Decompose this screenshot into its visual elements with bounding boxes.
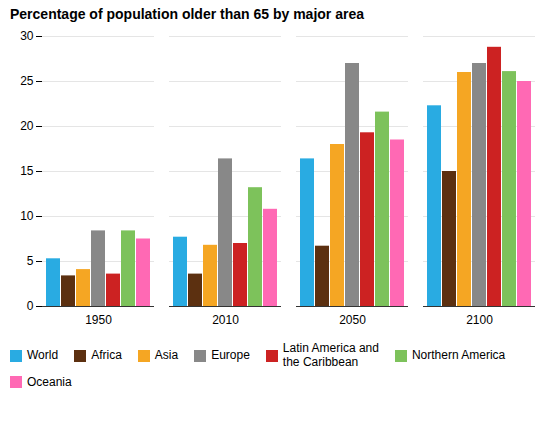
html-text:Percentage of population older: Percentage of population older than 65 b… <box>10 6 364 22</box>
html-text:Latin America and the Caribbea: Latin America and the Caribbean <box>282 341 379 369</box>
svg-text:20: 20 <box>20 119 34 133</box>
svg-text:15: 15 <box>20 164 34 178</box>
svg-text:2010: 2010 <box>212 313 239 327</box>
html-text:Oceania: Oceania <box>27 374 72 389</box>
svg-text:2100: 2100 <box>466 313 493 327</box>
html-text:Asia: Asia <box>154 347 179 362</box>
svg-text:25: 25 <box>20 74 34 88</box>
svg-text:10: 10 <box>20 209 34 223</box>
svg-text:30: 30 <box>20 29 34 43</box>
html-text:World: World <box>27 347 59 362</box>
html-text:Europe: Europe <box>211 347 250 362</box>
svg-text:1950: 1950 <box>85 313 112 327</box>
html-text:Northern America: Northern America <box>411 347 506 362</box>
svg-text:2050: 2050 <box>339 313 366 327</box>
svg-text:0: 0 <box>27 299 34 313</box>
html-text:Africa: Africa <box>91 347 122 362</box>
svg-text:5: 5 <box>27 254 34 268</box>
